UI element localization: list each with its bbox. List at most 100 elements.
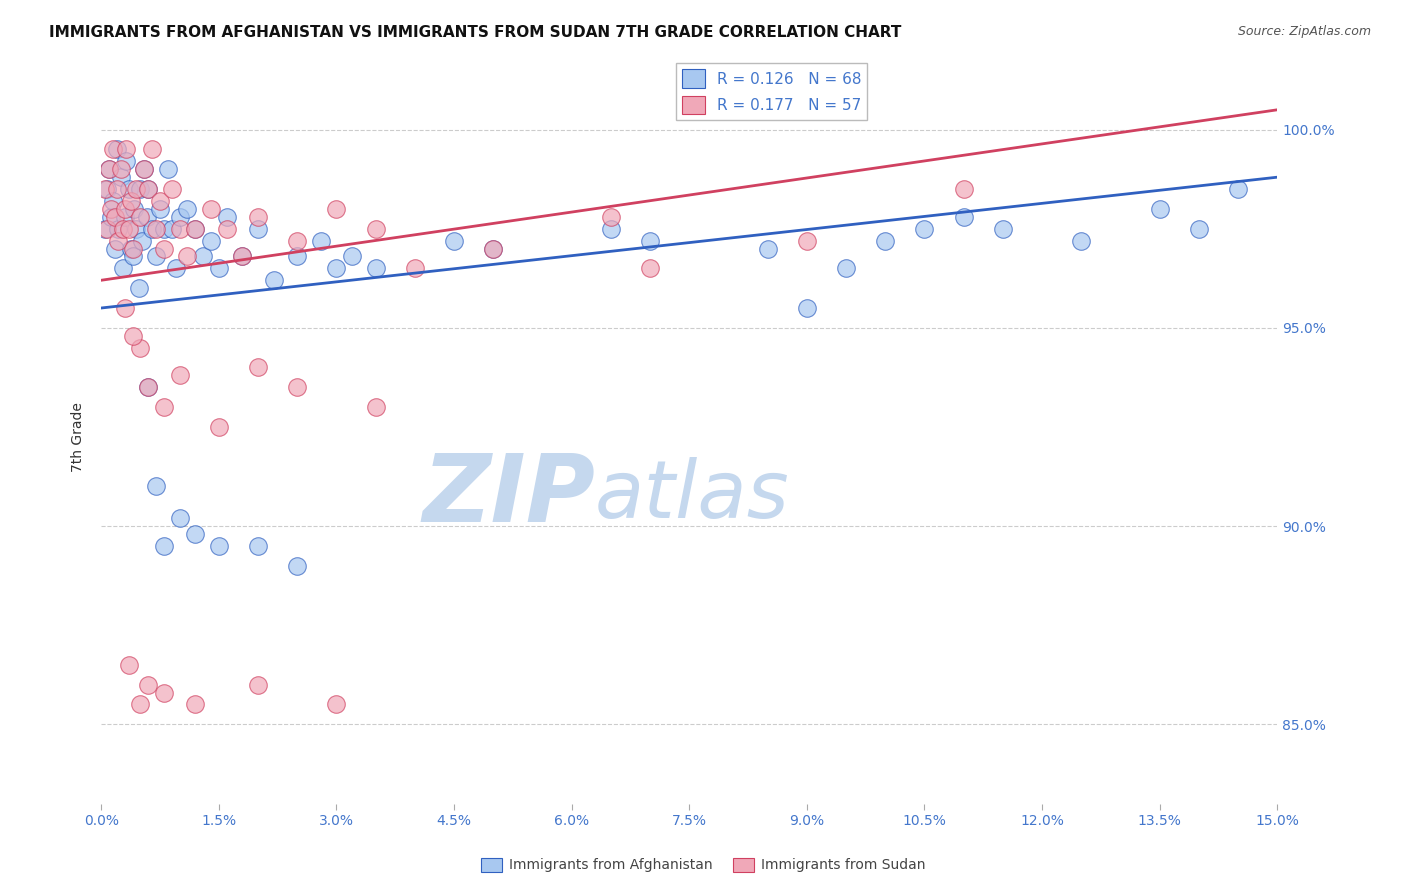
Point	[114, 210, 136, 224]
Point	[638, 261, 661, 276]
Point	[796, 234, 818, 248]
Point	[96, 221, 118, 235]
Point	[105, 182, 128, 196]
Point	[153, 685, 176, 699]
Point	[991, 221, 1014, 235]
Point	[115, 143, 138, 157]
Point	[134, 162, 156, 177]
Point	[443, 234, 465, 248]
Point	[120, 194, 142, 208]
Point	[176, 202, 198, 216]
Point	[118, 221, 141, 235]
Point	[184, 221, 207, 235]
Point	[914, 221, 936, 235]
Point	[135, 210, 157, 224]
Point	[129, 698, 152, 712]
Point	[129, 182, 152, 196]
Point	[952, 182, 974, 196]
Point	[153, 242, 176, 256]
Point	[96, 182, 118, 196]
Point	[231, 250, 253, 264]
Point	[208, 261, 231, 276]
Point	[638, 234, 661, 248]
Point	[200, 234, 222, 248]
Legend: Immigrants from Afghanistan, Immigrants from Sudan: Immigrants from Afghanistan, Immigrants …	[475, 852, 931, 878]
Legend: R = 0.126   N = 68, R = 0.177   N = 57: R = 0.126 N = 68, R = 0.177 N = 57	[676, 63, 868, 120]
Point	[114, 301, 136, 315]
Point	[325, 202, 347, 216]
Point	[169, 210, 191, 224]
Point	[134, 162, 156, 177]
Point	[121, 328, 143, 343]
Point	[153, 221, 176, 235]
Point	[104, 210, 127, 224]
Point	[122, 202, 145, 216]
Point	[215, 221, 238, 235]
Point	[247, 677, 270, 691]
Point	[215, 210, 238, 224]
Y-axis label: 7th Grade: 7th Grade	[72, 402, 86, 472]
Point	[136, 677, 159, 691]
Point	[184, 221, 207, 235]
Point	[141, 221, 163, 235]
Point	[404, 261, 426, 276]
Point	[118, 182, 141, 196]
Point	[482, 242, 505, 256]
Point	[121, 250, 143, 264]
Point	[208, 539, 231, 553]
Point	[247, 539, 270, 553]
Point	[263, 273, 285, 287]
Point	[160, 182, 183, 196]
Point	[169, 368, 191, 383]
Point	[153, 400, 176, 414]
Point	[285, 234, 308, 248]
Point	[100, 202, 122, 216]
Point	[107, 221, 129, 235]
Point	[94, 182, 117, 196]
Point	[121, 242, 143, 256]
Point	[231, 250, 253, 264]
Point	[756, 242, 779, 256]
Point	[129, 210, 152, 224]
Point	[364, 261, 387, 276]
Point	[120, 242, 142, 256]
Point	[125, 221, 148, 235]
Point	[118, 657, 141, 672]
Point	[247, 360, 270, 375]
Point	[200, 202, 222, 216]
Point	[128, 281, 150, 295]
Point	[94, 221, 117, 235]
Point	[325, 261, 347, 276]
Point	[129, 341, 152, 355]
Point	[136, 380, 159, 394]
Point	[107, 234, 129, 248]
Point	[169, 221, 191, 235]
Point	[131, 234, 153, 248]
Point	[835, 261, 858, 276]
Point	[101, 143, 124, 157]
Text: IMMIGRANTS FROM AFGHANISTAN VS IMMIGRANTS FROM SUDAN 7TH GRADE CORRELATION CHART: IMMIGRANTS FROM AFGHANISTAN VS IMMIGRANT…	[49, 25, 901, 40]
Point	[101, 194, 124, 208]
Point	[136, 182, 159, 196]
Point	[165, 261, 187, 276]
Text: ZIP: ZIP	[422, 450, 595, 541]
Point	[325, 698, 347, 712]
Text: atlas: atlas	[595, 457, 790, 534]
Point	[247, 210, 270, 224]
Point	[364, 221, 387, 235]
Point	[285, 250, 308, 264]
Point	[599, 210, 621, 224]
Point	[1149, 202, 1171, 216]
Point	[1227, 182, 1250, 196]
Point	[364, 400, 387, 414]
Point	[114, 202, 136, 216]
Point	[145, 221, 167, 235]
Text: Source: ZipAtlas.com: Source: ZipAtlas.com	[1237, 25, 1371, 38]
Point	[184, 527, 207, 541]
Point	[160, 221, 183, 235]
Point	[285, 380, 308, 394]
Point	[104, 242, 127, 256]
Point	[105, 143, 128, 157]
Point	[952, 210, 974, 224]
Point	[149, 202, 172, 216]
